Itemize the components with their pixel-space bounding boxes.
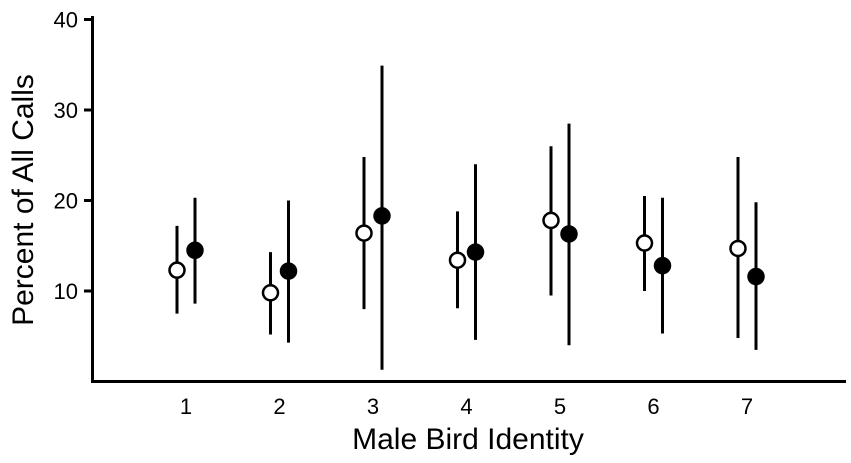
open-data-point <box>448 251 467 269</box>
open-data-point <box>729 239 747 258</box>
y-axis-title: Percent of All Calls <box>7 74 40 326</box>
y-tick-label: 10 <box>54 279 78 304</box>
open-data-point <box>635 234 654 252</box>
y-tick-label: 40 <box>54 8 78 33</box>
filled-data-point <box>373 207 391 225</box>
x-tick-label: 4 <box>460 394 472 419</box>
y-tick-label: 30 <box>54 98 78 123</box>
x-axis-ticks: 1 2 3 4 5 6 7 <box>180 394 753 419</box>
x-tick-label: 6 <box>647 394 659 419</box>
filled-data-point <box>186 241 204 260</box>
open-data-point <box>542 211 560 230</box>
open-data-point <box>168 261 186 279</box>
axes <box>91 16 846 383</box>
plot-area <box>168 65 765 370</box>
filled-data-point <box>653 256 672 275</box>
x-tick-label: 5 <box>554 394 566 419</box>
x-tick-label: 2 <box>273 394 285 419</box>
filled-data-point <box>747 267 765 286</box>
y-axis-ticks: 10 20 30 40 <box>54 8 92 304</box>
filled-data-point <box>466 243 485 261</box>
x-tick-label: 3 <box>367 394 379 419</box>
filled-data-point <box>279 262 298 280</box>
x-tick-label: 7 <box>741 394 753 419</box>
filled-data-point <box>560 225 578 243</box>
y-tick-label: 20 <box>54 189 78 214</box>
open-data-point <box>261 284 280 302</box>
x-tick-label: 1 <box>180 394 192 419</box>
x-axis-title: Male Bird Identity <box>352 423 584 456</box>
open-data-point <box>355 224 373 242</box>
